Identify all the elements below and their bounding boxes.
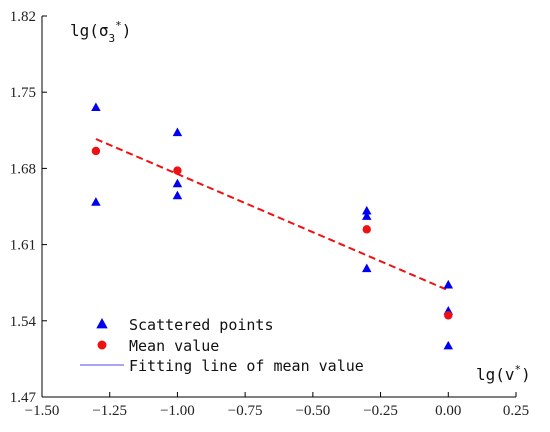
y-axis-title: lg(σ3*) [70,19,131,45]
scatter-point [443,340,454,350]
mean-point [173,166,182,175]
fitting-line [95,138,449,292]
y-tick-label: 1.82 [10,9,36,25]
fitting-line-layer [95,138,449,292]
scatter-point [91,102,101,112]
legend-label: Mean value [129,337,219,355]
x-tick-label: −1.00 [160,403,195,419]
legend-label: Fitting line of mean value [129,357,364,375]
legend-triangle-marker [96,318,108,329]
scatter-point [362,263,372,273]
y-tick-label: 1.75 [10,85,36,101]
scatter-point [172,190,183,200]
scatter-point [91,197,101,206]
scatter-point [172,178,183,188]
legend: Scattered points Mean value Fitting line o… [80,316,364,375]
scatter-point [443,279,454,289]
x-tick-label: −0.25 [363,403,398,419]
y-tick-label: 1.54 [10,314,37,330]
x-axis-title: lg(v*) [476,363,531,384]
x-tick-label: −1.50 [25,403,60,419]
legend-circle-marker [97,340,107,350]
mean-point [91,146,101,156]
scatter-point [362,205,372,215]
x-tick-label: −1.25 [92,403,127,419]
x-tick-label: −0.50 [295,403,330,419]
x-tick-label: −0.75 [228,403,263,419]
x-tick-label: 0.25 [503,403,529,419]
axes [41,16,516,398]
mean-point [362,225,371,234]
y-tick-label: 1.61 [10,238,36,254]
x-tick-label: 0.00 [435,403,461,419]
scatter-point [362,211,372,220]
mean-point [444,311,453,320]
y-tick-label: 1.47 [10,390,37,406]
ticks: −1.50 −1.25 −1.00 −0.75 −0.50 −0.25 0.00 0.25 1.… [10,9,529,419]
scatter-point [172,127,183,137]
legend-label: Scattered points [129,316,274,334]
y-tick-label: 1.68 [10,161,36,177]
data-points-layer [91,102,454,350]
